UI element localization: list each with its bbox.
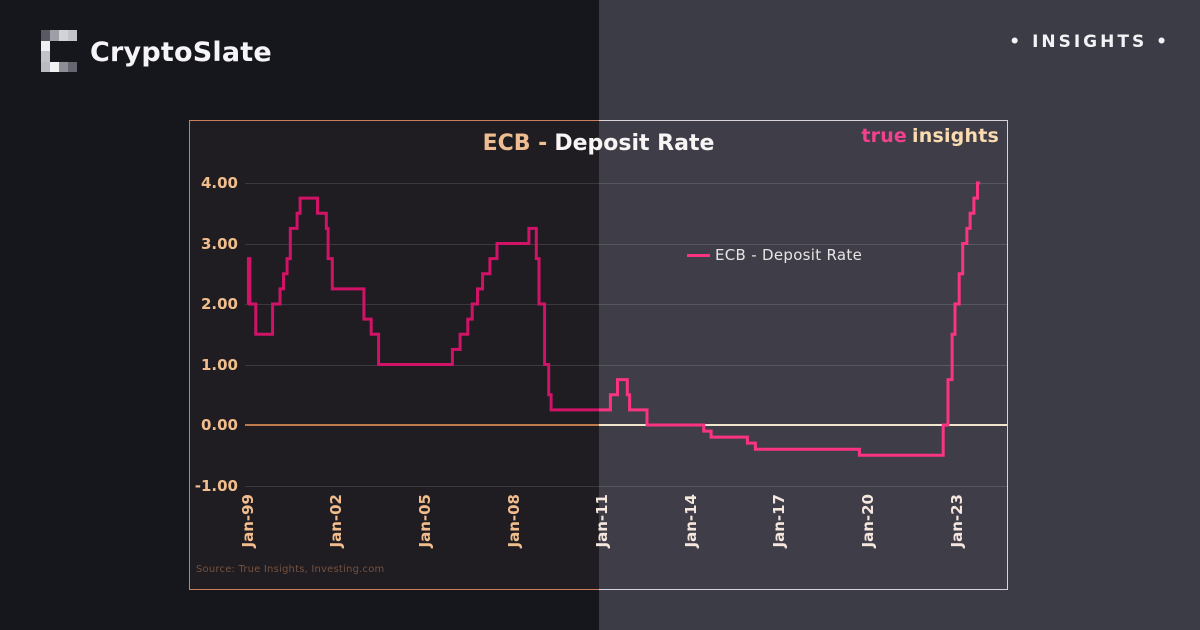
- deposit-rate-line: [246, 181, 981, 457]
- cryptoslate-logo: [41, 30, 77, 72]
- gridline: [245, 183, 1007, 184]
- gridline: [245, 486, 1007, 487]
- insights-badge: • INSIGHTS •: [1009, 32, 1170, 52]
- y-tick-label: 2.00: [200, 295, 238, 313]
- true-insights-word1: true: [861, 125, 908, 147]
- gridline: [245, 304, 1007, 305]
- y-tick-label: 4.00: [200, 174, 238, 192]
- chart-title-left: ECB -: [482, 131, 548, 156]
- y-tick-label: 3.00: [200, 234, 238, 253]
- x-tick-label: Jan-17: [770, 494, 789, 548]
- zero-axis-line: [245, 424, 1007, 426]
- gridline: [245, 365, 1007, 366]
- chart-title: ECB - Deposit Rate: [189, 131, 1008, 156]
- chart-title-right: Deposit Rate: [554, 131, 715, 156]
- y-tick-label: 1.00: [200, 355, 238, 374]
- chart-panel: ECB - Deposit Rate true insights ECB - Dep…: [189, 120, 1008, 590]
- true-insights-logo: true insights: [861, 125, 999, 147]
- true-insights-word2: insights: [912, 125, 999, 147]
- y-tick-label: -1.00: [194, 476, 238, 495]
- chart-legend: ECB - Deposit Rate: [687, 246, 862, 264]
- x-tick-label: Jan-11: [593, 494, 612, 548]
- gridline: [245, 244, 1007, 245]
- x-tick-label: Jan-08: [504, 494, 523, 548]
- x-tick-label: Jan-23: [947, 494, 966, 548]
- x-tick-label: Jan-20: [858, 494, 877, 548]
- x-tick-label: Jan-14: [681, 494, 700, 548]
- x-tick-label: Jan-99: [238, 494, 257, 548]
- x-tick-label: Jan-05: [415, 494, 434, 548]
- y-tick-label: 0.00: [200, 416, 238, 434]
- source-note: Source: True Insights, Investing.com: [196, 564, 385, 575]
- x-tick-label: Jan-02: [327, 494, 346, 548]
- legend-label: ECB - Deposit Rate: [715, 246, 863, 264]
- legend-line-swatch: [687, 253, 710, 257]
- cryptoslate-wordmark: CryptoSlate: [90, 37, 272, 68]
